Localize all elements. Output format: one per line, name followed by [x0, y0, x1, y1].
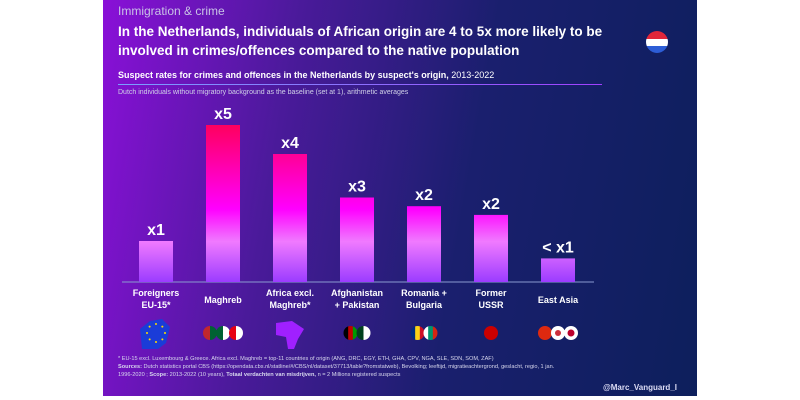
data-label: x4: [281, 135, 299, 152]
chart-card: Immigration & crime In the Netherlands, …: [103, 0, 697, 396]
tunisia-flag-icon: [229, 326, 243, 340]
category-label: + Pakistan: [335, 300, 380, 310]
bar-chart: x1 Foreigners EU-15* x5 Maghreb x4 Africa excl…: [122, 31, 668, 349]
bar-1: [206, 125, 240, 282]
kicker: Immigration & crime: [118, 4, 225, 18]
category-label: Romania +: [401, 288, 447, 298]
bar-0: [139, 241, 173, 282]
japan-flag-icon: [564, 326, 578, 340]
romania-flag-icon: [410, 326, 425, 340]
data-label: x3: [348, 179, 366, 196]
africa-map-icon: [276, 321, 304, 349]
bulgaria-flag-icon: [423, 326, 438, 340]
data-label: x2: [482, 196, 500, 213]
category-label: Former: [475, 288, 507, 298]
category-label: East Asia: [538, 295, 579, 305]
category-label: Maghreb: [204, 295, 242, 305]
bar-5: [474, 214, 508, 282]
footnote-definitions: * EU-15 excl. Luxembourg & Greece. Afric…: [118, 356, 494, 362]
ussr-flag-icon: [484, 326, 498, 340]
data-label: x2: [415, 187, 433, 204]
subtitle-years: 2013-2022: [451, 70, 495, 80]
data-label: x1: [147, 222, 165, 239]
baseline-note: Dutch individuals without migratory back…: [118, 89, 409, 96]
afghanistan-flag-icon: [343, 326, 358, 340]
subtitle-text: Suspect rates for crimes and offences in…: [118, 70, 449, 80]
category-label: Afghanistan: [331, 288, 383, 298]
netherlands-flag-icon: [646, 31, 668, 53]
bar-2: [273, 154, 307, 282]
headline: In the Netherlands, individuals of Afric…: [118, 24, 603, 58]
chart-subtitle: Suspect rates for crimes and offences in…: [118, 70, 494, 80]
bar-6: [541, 258, 575, 282]
data-label: < x1: [542, 239, 574, 256]
bar-4: [407, 206, 441, 282]
category-label: Bulgaria: [406, 300, 443, 310]
footnotes: * EU-15 excl. Luxembourg & Greece. Afric…: [118, 355, 563, 379]
category-label: EU-15*: [141, 300, 171, 310]
morocco-flag-icon: [203, 326, 217, 340]
footnote-sources: Sources: Dutch statistics portal CBS (ht…: [118, 364, 555, 378]
south-korea-flag-icon: [551, 326, 565, 340]
category-label: Foreigners: [133, 288, 180, 298]
eu-map-icon: [140, 319, 170, 349]
author-handle: @Marc_Vanguard_I: [602, 383, 677, 392]
category-label: USSR: [478, 300, 504, 310]
algeria-flag-icon: [216, 326, 230, 340]
bar-3: [340, 197, 374, 282]
subtitle-underline: [118, 84, 602, 85]
pakistan-flag-icon: [356, 326, 371, 340]
category-label: Maghreb*: [269, 300, 311, 310]
china-flag-icon: [538, 326, 552, 340]
data-label: x5: [214, 106, 232, 123]
category-label: Africa excl.: [266, 288, 314, 298]
